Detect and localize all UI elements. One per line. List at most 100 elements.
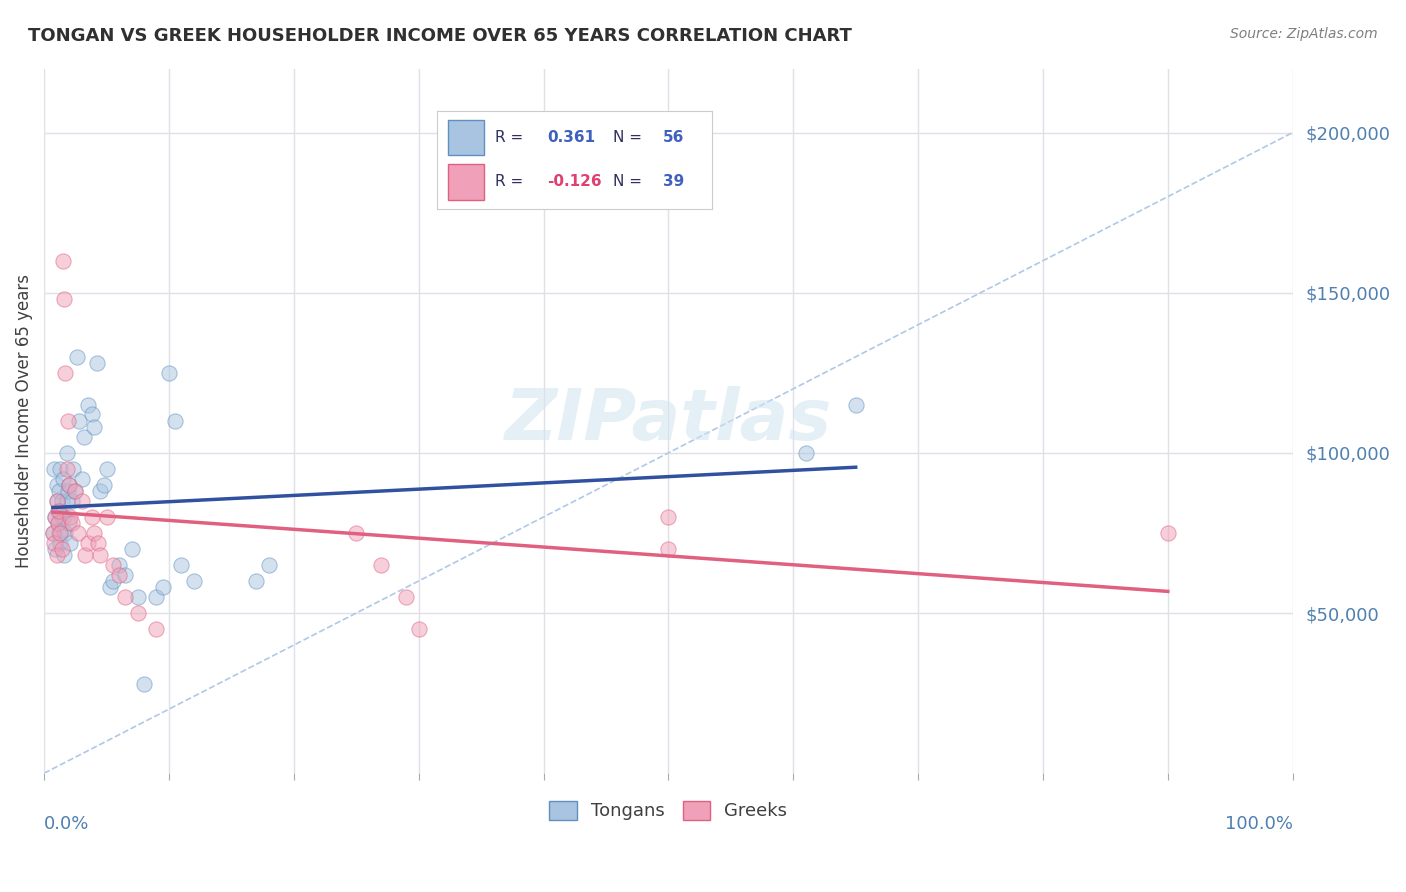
Point [121, 541, 143, 556]
Point [55, 462, 77, 476]
Point [127, 590, 149, 604]
Point [66, 525, 89, 540]
Point [73, 430, 96, 444]
Point [70, 471, 93, 485]
Point [794, 446, 817, 460]
Point [52, 471, 75, 485]
Point [183, 574, 205, 588]
Text: ZIPatlas: ZIPatlas [505, 386, 832, 455]
Point [48, 503, 70, 517]
Point [76, 535, 98, 549]
Point [145, 622, 167, 636]
Point [58, 478, 80, 492]
Point [132, 676, 155, 690]
Point [59, 510, 82, 524]
Point [157, 366, 180, 380]
Point [86, 356, 108, 370]
Point [152, 581, 174, 595]
Point [96, 462, 118, 476]
Point [42, 525, 65, 540]
Point [45, 494, 67, 508]
Point [53, 510, 76, 524]
Point [49, 535, 72, 549]
Point [45, 549, 67, 563]
Point [108, 567, 131, 582]
Point [408, 622, 430, 636]
Point [51, 541, 73, 556]
Point [657, 541, 679, 556]
Text: 0.0%: 0.0% [44, 815, 90, 833]
Point [108, 558, 131, 572]
Point [65, 484, 87, 499]
Point [62, 462, 84, 476]
Point [46, 516, 69, 531]
Point [59, 535, 82, 549]
Point [89, 484, 111, 499]
Point [52, 253, 75, 268]
Point [45, 494, 67, 508]
Point [56, 484, 79, 499]
Point [75, 549, 97, 563]
Point [165, 414, 187, 428]
Point [42, 525, 65, 540]
Point [42, 462, 65, 476]
Point [80, 408, 103, 422]
Point [93, 478, 115, 492]
Point [55, 494, 77, 508]
Point [65, 484, 87, 499]
Point [87, 535, 110, 549]
Point [83, 525, 105, 540]
Point [53, 549, 76, 563]
Point [44, 510, 66, 524]
Point [51, 510, 73, 524]
Point [65, 350, 87, 364]
Point [60, 516, 83, 531]
Point [60, 494, 83, 508]
Point [89, 549, 111, 563]
Point [657, 510, 679, 524]
Point [96, 510, 118, 524]
Point [114, 567, 136, 582]
Point [45, 478, 67, 492]
Point [127, 606, 149, 620]
Point [49, 525, 72, 540]
Point [98, 581, 121, 595]
Point [101, 558, 124, 572]
Point [48, 484, 70, 499]
Point [53, 525, 76, 540]
Point [845, 398, 868, 412]
Point [101, 574, 124, 588]
Point [170, 558, 193, 572]
Point [58, 516, 80, 531]
Point [80, 510, 103, 524]
Point [53, 292, 76, 306]
Point [48, 525, 70, 540]
Point [52, 523, 75, 537]
Legend: Tongans, Greeks: Tongans, Greeks [543, 794, 794, 828]
Point [245, 574, 267, 588]
Point [46, 503, 69, 517]
Point [370, 558, 392, 572]
Point [51, 494, 73, 508]
Y-axis label: Householder Income Over 65 years: Householder Income Over 65 years [15, 274, 32, 568]
Point [145, 590, 167, 604]
Point [344, 525, 367, 540]
Point [53, 366, 76, 380]
Point [56, 414, 79, 428]
Point [44, 541, 66, 556]
Point [44, 510, 66, 524]
Point [49, 462, 72, 476]
Point [46, 516, 69, 531]
Point [395, 590, 418, 604]
Text: 100.0%: 100.0% [1225, 815, 1292, 833]
Point [70, 494, 93, 508]
Point [67, 414, 90, 428]
Point [114, 590, 136, 604]
Text: TONGAN VS GREEK HOUSEHOLDER INCOME OVER 65 YEARS CORRELATION CHART: TONGAN VS GREEK HOUSEHOLDER INCOME OVER … [28, 27, 852, 45]
Text: Source: ZipAtlas.com: Source: ZipAtlas.com [1230, 27, 1378, 41]
Point [55, 446, 77, 460]
Point [58, 478, 80, 492]
Point [42, 535, 65, 549]
Point [257, 558, 280, 572]
Point [76, 398, 98, 412]
